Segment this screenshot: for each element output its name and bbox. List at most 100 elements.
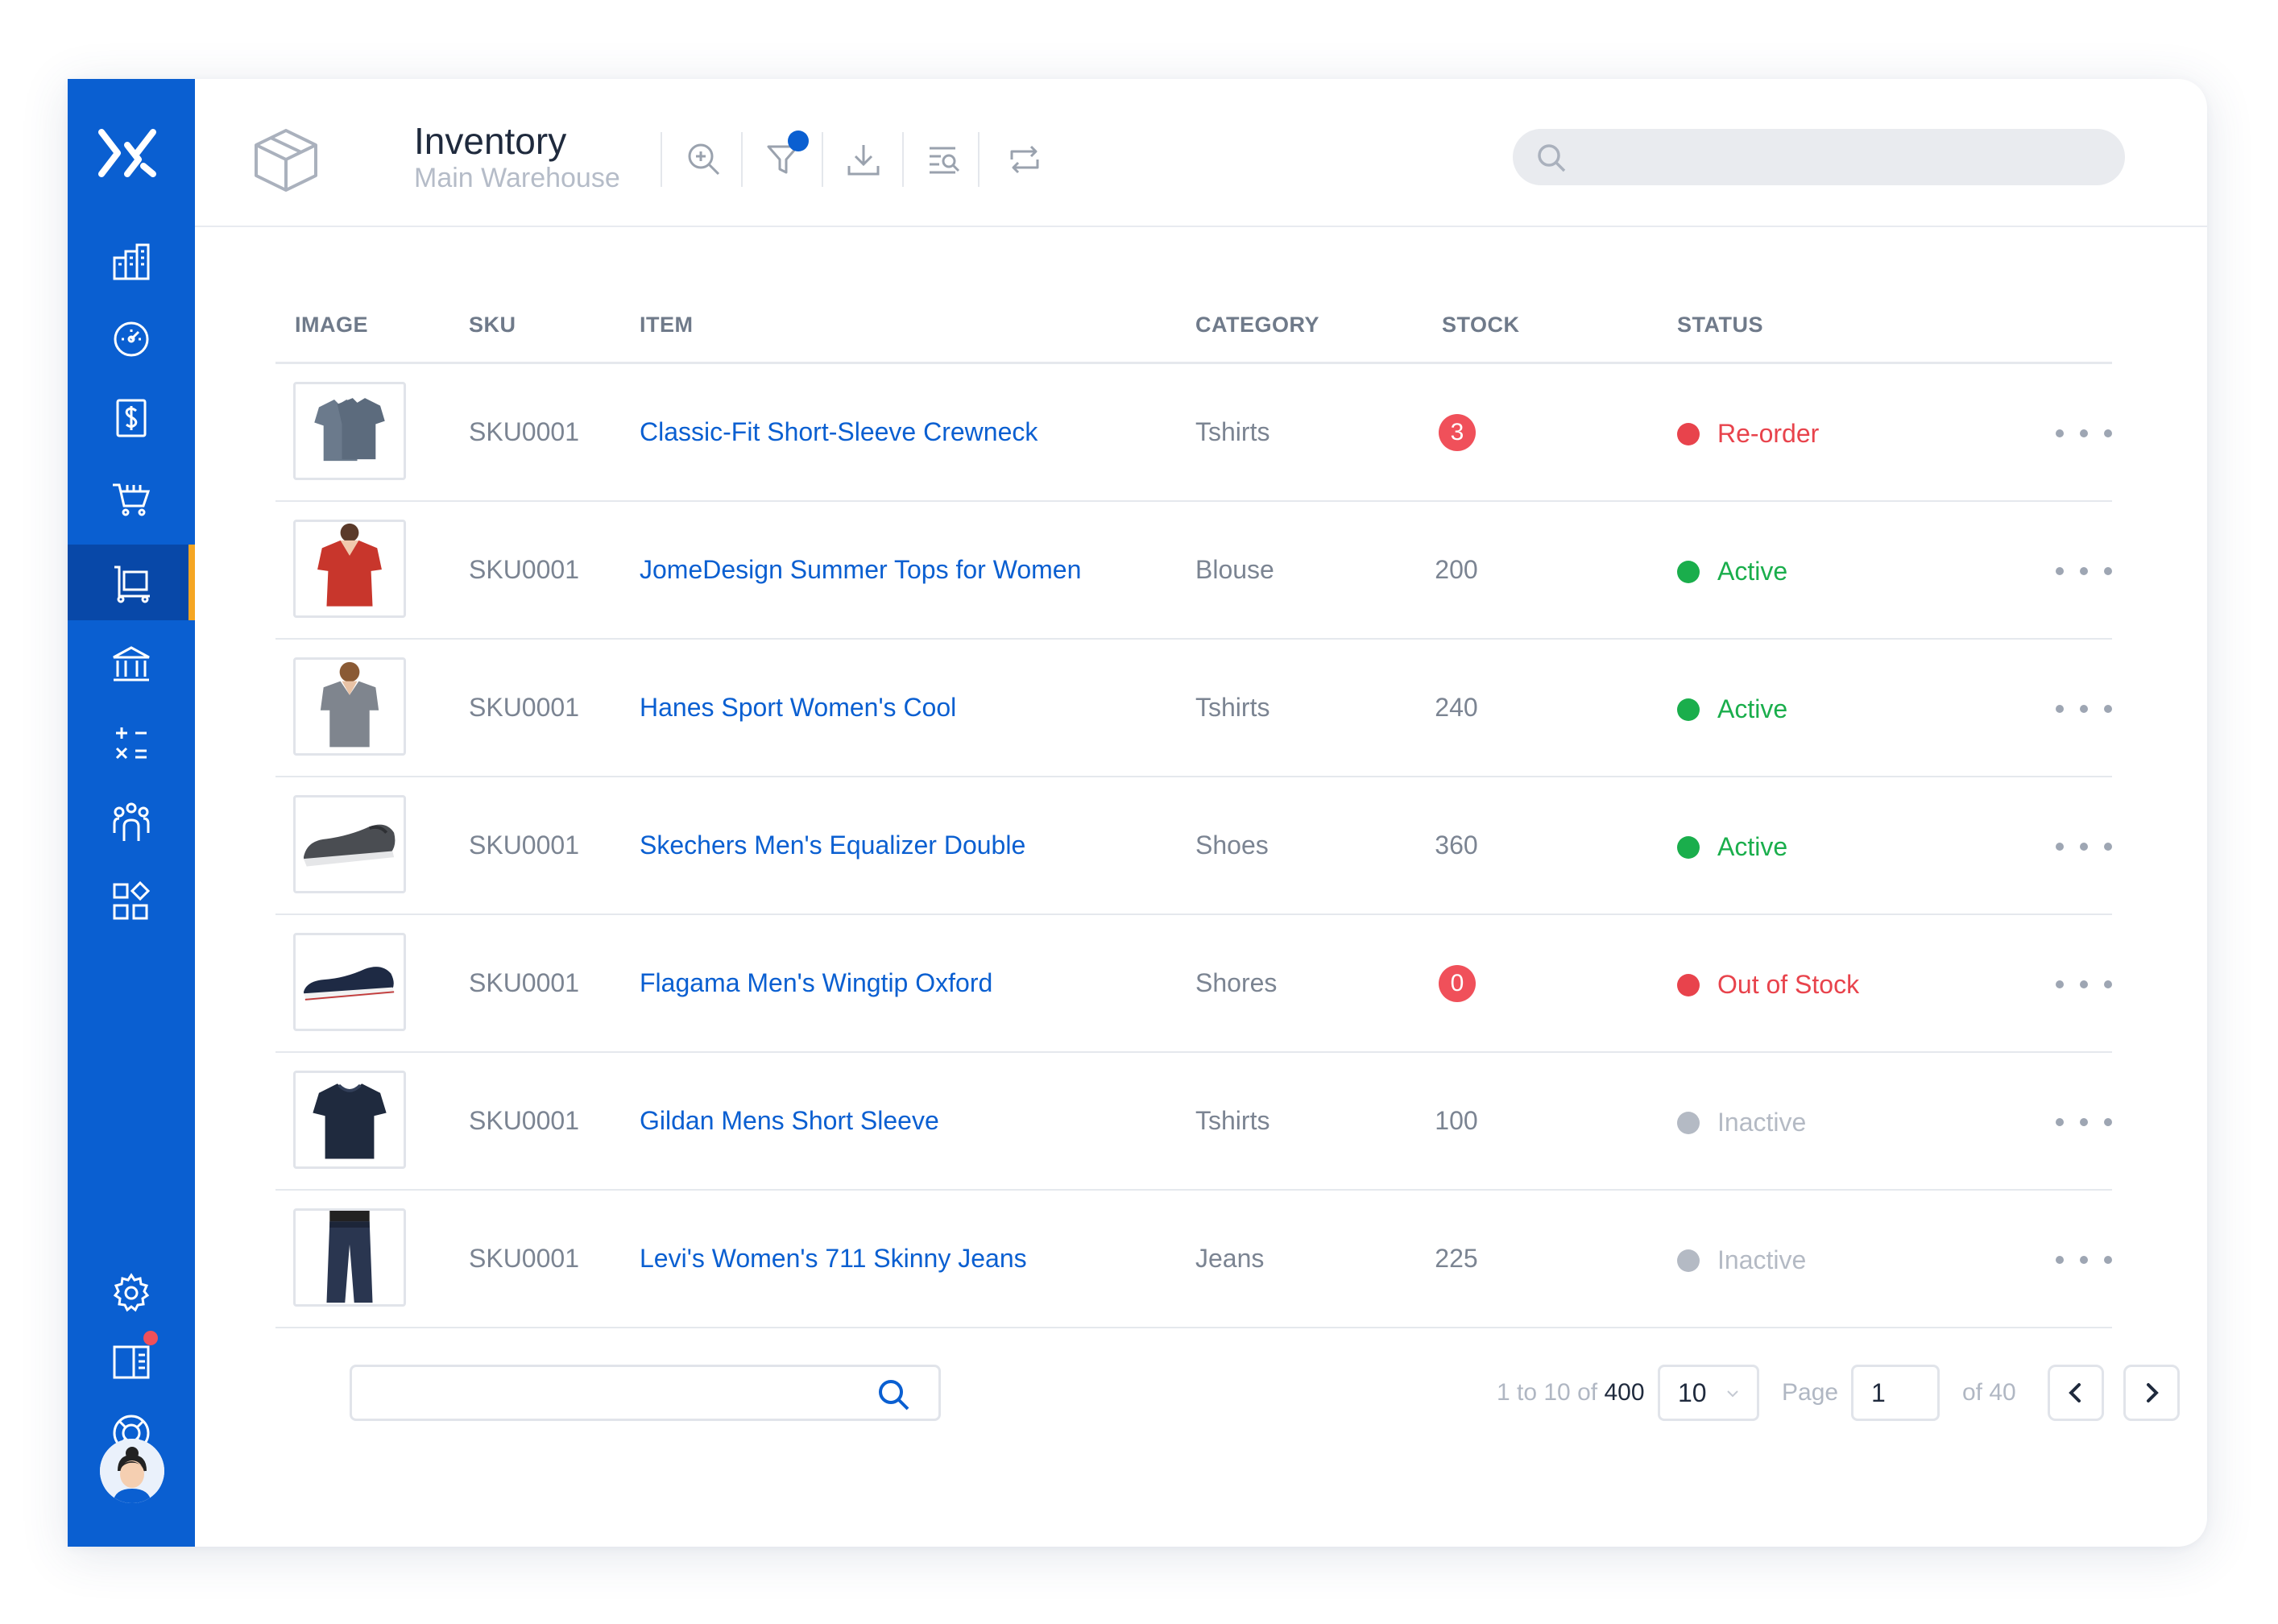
category-cell: Jeans — [1195, 1244, 1265, 1273]
status-dot — [1677, 1111, 1700, 1134]
app-window: Inventory Main Warehouse — [68, 79, 2207, 1547]
sidebar-item-accounting[interactable] — [68, 706, 195, 781]
search-icon[interactable] — [876, 1377, 911, 1412]
sku-cell: SKU0001 — [469, 693, 579, 722]
row-actions-button[interactable] — [2056, 839, 2112, 855]
sidebar-item-billing[interactable] — [68, 380, 195, 456]
download-button[interactable] — [841, 137, 886, 182]
next-page-button[interactable] — [2123, 1365, 2180, 1421]
search-list-button[interactable] — [922, 137, 967, 182]
product-thumbnail[interactable] — [293, 382, 406, 480]
global-search-input[interactable] — [1582, 137, 2098, 177]
sidebar-item-settings[interactable] — [68, 1255, 195, 1331]
column-header-item[interactable]: ITEM — [640, 313, 694, 337]
avatar[interactable] — [100, 1439, 164, 1503]
stock-cell: 100 — [1435, 1106, 1478, 1135]
status-dot — [1677, 835, 1700, 859]
sku-cell: SKU0001 — [469, 417, 579, 446]
status-dot — [1677, 973, 1700, 996]
zoom-button[interactable] — [681, 137, 727, 182]
table-header: IMAGE SKU ITEM CATEGORY STOCK STATUS — [275, 290, 2112, 364]
item-link[interactable]: Flagama Men's Wingtip Oxford — [640, 968, 993, 997]
zoom-in-icon — [688, 143, 720, 176]
stock-cell: 240 — [1435, 693, 1478, 722]
sku-cell: SKU0001 — [469, 1244, 579, 1273]
product-thumbnail[interactable] — [293, 520, 406, 618]
product-thumbnail[interactable] — [293, 795, 406, 893]
chevron-right-icon — [2147, 1383, 2159, 1402]
item-link[interactable]: JomeDesign Summer Tops for Women — [640, 555, 1082, 584]
item-link[interactable]: Levi's Women's 711 Skinny Jeans — [640, 1244, 1027, 1273]
table-row[interactable]: SKU0001 Skechers Men's Equalizer Double … — [275, 777, 2112, 915]
toolbar-divider — [741, 132, 743, 187]
global-search[interactable] — [1513, 129, 2125, 185]
table-search-input[interactable] — [368, 1375, 851, 1412]
per-page-select[interactable]: 10 — [1658, 1365, 1759, 1421]
category-cell: Tshirts — [1195, 693, 1270, 722]
product-thumbnail[interactable] — [293, 657, 406, 756]
sidebar-item-inventory[interactable] — [68, 545, 195, 620]
product-thumbnail[interactable] — [293, 933, 406, 1031]
table-row[interactable]: SKU0001 Levi's Women's 711 Skinny Jeans … — [275, 1191, 2112, 1328]
row-actions-button[interactable] — [2056, 1114, 2112, 1130]
row-actions-button[interactable] — [2056, 976, 2112, 992]
row-actions-button[interactable] — [2056, 1252, 2112, 1268]
category-cell: Shores — [1195, 968, 1278, 997]
table-row[interactable]: SKU0001 Flagama Men's Wingtip Oxford Sho… — [275, 915, 2112, 1053]
status-badge: Active — [1677, 557, 1787, 586]
sidebar-item-reports[interactable] — [68, 224, 195, 300]
category-cell: Tshirts — [1195, 1106, 1270, 1135]
page-value: 1 — [1871, 1378, 1886, 1407]
navy-tshirt-image — [313, 1083, 387, 1159]
sidebar-item-dashboard[interactable] — [68, 301, 195, 377]
sidebar-item-orders[interactable] — [68, 461, 195, 536]
table-row[interactable]: SKU0001 Gildan Mens Short Sleeve Tshirts… — [275, 1053, 2112, 1191]
table-row[interactable]: SKU0001 Classic-Fit Short-Sleeve Crewnec… — [275, 364, 2112, 502]
table-row[interactable]: SKU0001 Hanes Sport Women's Cool Tshirts… — [275, 640, 2112, 777]
toolbar-divider — [978, 132, 980, 187]
page-title: Inventory — [414, 120, 567, 162]
table-search[interactable] — [350, 1365, 941, 1421]
bank-icon — [113, 646, 150, 682]
download-icon — [847, 145, 880, 176]
filter-active-dot — [788, 130, 809, 151]
logo-icon[interactable] — [95, 121, 168, 185]
item-link[interactable]: Skechers Men's Equalizer Double — [640, 831, 1026, 860]
column-header-sku[interactable]: SKU — [469, 313, 516, 337]
row-actions-button[interactable] — [2056, 425, 2112, 441]
sku-cell: SKU0001 — [469, 831, 579, 860]
slip-on-shoe-image — [303, 824, 396, 867]
stock-cell: 200 — [1435, 555, 1478, 584]
dollar-icon — [116, 399, 147, 437]
row-actions-button[interactable] — [2056, 563, 2112, 579]
column-header-status[interactable]: STATUS — [1677, 313, 1763, 337]
product-thumbnail[interactable] — [293, 1208, 406, 1307]
filter-button[interactable] — [760, 130, 809, 182]
column-header-category[interactable]: CATEGORY — [1195, 313, 1320, 337]
search-icon — [1538, 144, 1566, 172]
product-thumbnail[interactable] — [293, 1071, 406, 1169]
sidebar-item-notes[interactable] — [68, 1324, 195, 1400]
category-cell: Tshirts — [1195, 417, 1270, 446]
page-input[interactable]: 1 — [1851, 1365, 1940, 1421]
toolbar-divider — [902, 132, 904, 187]
status-label: Inactive — [1717, 1108, 1807, 1137]
item-link[interactable]: Hanes Sport Women's Cool — [640, 693, 957, 722]
column-header-image[interactable]: IMAGE — [295, 313, 369, 337]
sidebar-item-banking[interactable] — [68, 627, 195, 702]
item-link[interactable]: Gildan Mens Short Sleeve — [640, 1106, 939, 1135]
item-link[interactable]: Classic-Fit Short-Sleeve Crewneck — [640, 417, 1038, 446]
sku-cell: SKU0001 — [469, 555, 579, 584]
row-actions-button[interactable] — [2056, 701, 2112, 717]
prev-page-button[interactable] — [2048, 1365, 2104, 1421]
sidebar-item-users[interactable] — [68, 785, 195, 860]
column-header-stock[interactable]: STOCK — [1442, 313, 1520, 337]
calculator-icon — [115, 727, 147, 760]
table-row[interactable]: SKU0001 JomeDesign Summer Tops for Women… — [275, 502, 2112, 640]
cart-icon — [113, 483, 151, 516]
status-label: Active — [1717, 832, 1788, 861]
sync-button[interactable] — [1002, 137, 1047, 182]
sync-icon — [1010, 145, 1039, 174]
sidebar-item-apps[interactable] — [68, 864, 195, 939]
apps-icon — [113, 880, 151, 920]
